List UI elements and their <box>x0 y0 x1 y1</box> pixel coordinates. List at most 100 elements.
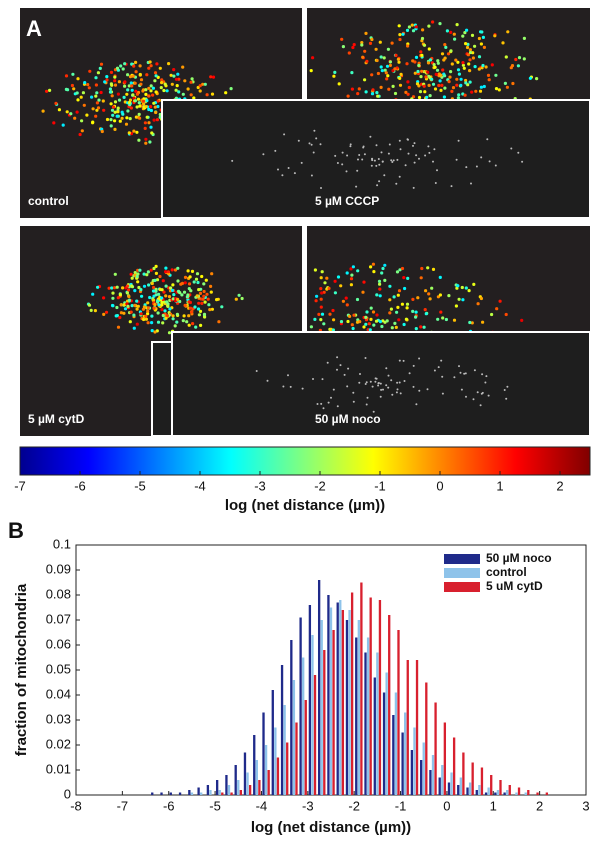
image-label: 50 µM noco <box>315 412 381 426</box>
inset-dot <box>339 364 342 367</box>
track-dot <box>153 105 157 109</box>
inset-dot <box>396 388 399 391</box>
inset-dot <box>378 180 381 183</box>
inset-dot <box>287 167 290 169</box>
track-dot <box>209 290 213 294</box>
track-dot <box>103 80 107 84</box>
track-dot <box>95 108 99 112</box>
bar <box>151 792 154 795</box>
track-dot <box>436 317 440 321</box>
bar <box>406 660 409 795</box>
track-dot <box>320 270 324 274</box>
track-dot <box>137 101 141 105</box>
track-dot <box>309 325 313 329</box>
track-dot <box>176 279 180 283</box>
track-dot <box>522 36 527 41</box>
track-dot <box>150 131 154 135</box>
track-dot <box>455 83 459 87</box>
track-dot <box>237 293 241 297</box>
track-dot <box>392 295 396 299</box>
track-dot <box>494 73 498 77</box>
track-dot <box>94 114 98 118</box>
bar <box>413 727 416 795</box>
track-dot <box>346 94 350 98</box>
bar <box>385 672 388 795</box>
bar <box>197 787 200 795</box>
track-dot <box>448 75 452 79</box>
track-dot <box>144 92 148 96</box>
track-dot <box>413 71 417 75</box>
track-dot <box>375 91 379 95</box>
track-dot <box>378 282 382 286</box>
track-dot <box>128 320 132 324</box>
track-dot <box>315 294 319 298</box>
track-dot <box>204 278 208 282</box>
track-dot <box>323 281 327 285</box>
track-dot <box>126 73 130 77</box>
track-dot <box>217 320 221 324</box>
track-dot <box>152 298 156 302</box>
track-dot <box>164 284 168 288</box>
inset-dot <box>390 379 393 382</box>
track-dot <box>137 138 141 142</box>
track-dot <box>327 286 331 290</box>
track-dot <box>194 277 199 281</box>
track-dot <box>407 85 411 90</box>
track-dot <box>364 90 368 94</box>
track-dot <box>146 306 150 310</box>
bar <box>536 792 539 795</box>
track-dot <box>416 69 420 74</box>
track-dot <box>141 99 146 103</box>
bar <box>280 665 284 795</box>
bar <box>283 705 286 795</box>
inset-dot <box>374 377 377 380</box>
track-dot <box>113 272 117 276</box>
track-dot <box>138 72 142 77</box>
track-dot <box>105 117 110 122</box>
inset-dot <box>283 133 286 136</box>
inset-dot <box>370 164 373 167</box>
track-dot <box>190 310 194 314</box>
track-dot <box>199 323 203 327</box>
track-dot <box>426 70 430 74</box>
track-dot <box>378 40 382 44</box>
inset-dot <box>362 145 365 148</box>
track-dot <box>504 312 508 317</box>
track-dot <box>189 93 193 97</box>
colorbar <box>19 446 591 476</box>
track-dot <box>127 131 131 135</box>
bar <box>274 727 277 795</box>
bar <box>221 792 224 795</box>
track-dot <box>108 90 113 94</box>
track-dot <box>119 311 123 315</box>
track-dot <box>91 292 95 296</box>
inset-dot <box>475 165 478 168</box>
track-dot <box>371 310 376 314</box>
track-dot <box>52 121 56 125</box>
track-dot <box>64 74 69 78</box>
bar <box>227 785 231 795</box>
track-dot <box>385 319 389 323</box>
inset-dot <box>408 372 411 375</box>
bar <box>503 792 506 795</box>
track-dot <box>177 90 181 94</box>
inset-dot <box>380 151 383 154</box>
inset-dot <box>521 160 524 163</box>
track-dot <box>421 28 425 32</box>
track-dot <box>405 62 409 66</box>
bar <box>239 790 243 795</box>
track-dot <box>185 295 189 299</box>
track-dot <box>85 113 89 117</box>
track-dot <box>427 83 431 87</box>
track-dot <box>134 89 138 93</box>
y-tick-label: 0.06 <box>46 636 71 651</box>
inset-dot <box>487 394 490 397</box>
track-dot <box>83 81 87 85</box>
inset-dot <box>281 174 284 177</box>
track-dot <box>155 278 160 282</box>
track-dot <box>162 88 166 93</box>
track-dot <box>94 83 98 87</box>
track-dot <box>350 71 354 75</box>
x-tick-label: -3 <box>302 798 314 813</box>
track-dot <box>210 307 214 311</box>
